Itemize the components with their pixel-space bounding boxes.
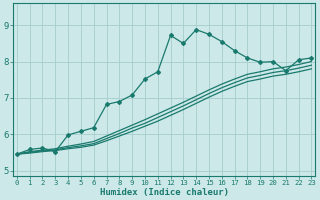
- X-axis label: Humidex (Indice chaleur): Humidex (Indice chaleur): [100, 188, 229, 197]
